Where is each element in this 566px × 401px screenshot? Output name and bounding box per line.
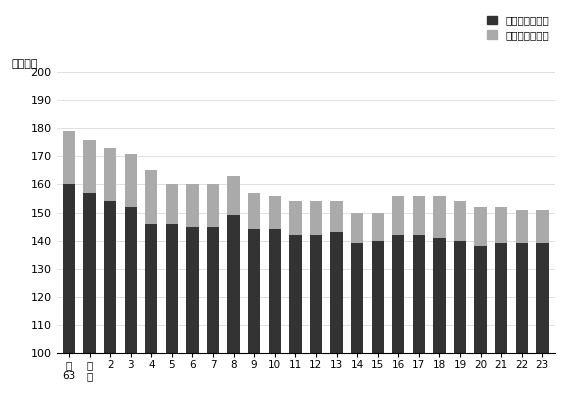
Bar (269, 229, 281, 353)
Bar (269, 196, 281, 229)
Bar (289, 201, 302, 235)
Bar (289, 235, 302, 353)
Bar (186, 227, 199, 353)
Bar (433, 238, 445, 353)
Bar (454, 241, 466, 353)
Bar (516, 210, 528, 243)
Bar (454, 201, 466, 241)
Text: （時間）: （時間） (12, 59, 38, 69)
Bar (392, 235, 405, 353)
Bar (495, 207, 507, 243)
Bar (392, 196, 405, 235)
Bar (145, 170, 157, 224)
Bar (166, 224, 178, 353)
Bar (207, 184, 219, 227)
Bar (63, 131, 75, 184)
Bar (83, 193, 96, 353)
Bar (536, 210, 548, 243)
Bar (145, 224, 157, 353)
Bar (495, 243, 507, 353)
Bar (248, 229, 260, 353)
Bar (433, 196, 445, 238)
Bar (536, 243, 548, 353)
Bar (474, 246, 487, 353)
Bar (248, 193, 260, 229)
Legend: 所定内労働時間, 所定外労働時間: 所定内労働時間, 所定外労働時間 (487, 16, 550, 40)
Bar (351, 213, 363, 243)
Bar (104, 148, 116, 201)
Bar (413, 196, 425, 235)
Bar (207, 227, 219, 353)
Bar (516, 243, 528, 353)
Bar (331, 232, 342, 353)
Bar (83, 140, 96, 193)
Bar (310, 235, 322, 353)
Bar (310, 201, 322, 235)
Bar (413, 235, 425, 353)
Bar (371, 241, 384, 353)
Bar (228, 176, 240, 215)
Bar (331, 201, 342, 232)
Bar (104, 201, 116, 353)
Bar (125, 207, 137, 353)
Bar (186, 184, 199, 227)
Bar (63, 184, 75, 353)
Bar (371, 213, 384, 241)
Bar (474, 207, 487, 246)
Bar (351, 243, 363, 353)
Bar (166, 184, 178, 224)
Bar (125, 154, 137, 207)
Bar (228, 215, 240, 353)
